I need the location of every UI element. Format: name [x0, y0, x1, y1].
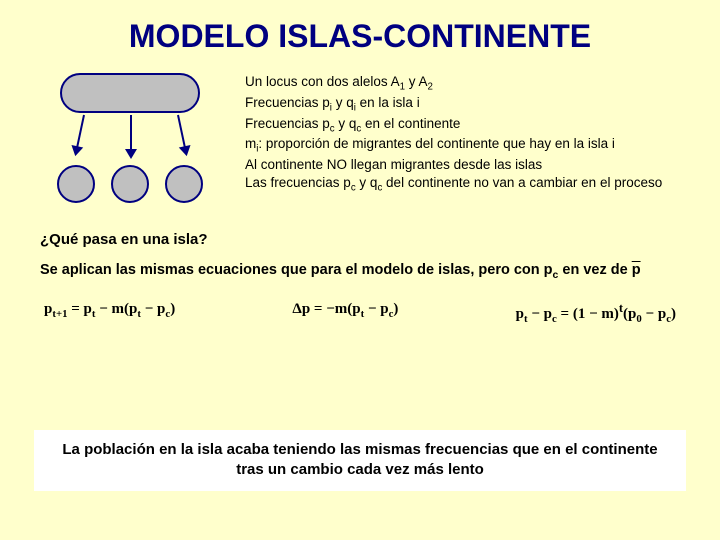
equations-intro: Se aplican las mismas ecuaciones que par… — [40, 262, 720, 281]
bullet-line: mi: proporción de migrantes del continen… — [245, 135, 680, 156]
equations-row: pt+1 = pt − m(pt − pc) Δp = −m(pt − pc) … — [44, 301, 676, 325]
arrow-icon — [130, 115, 132, 157]
arrow-icon — [75, 115, 85, 155]
content-row: Un locus con dos alelos A1 y A2 Frecuenc… — [0, 73, 720, 213]
bullet-line: Frecuencias pc y qc en el continente — [245, 115, 680, 136]
equation-1: pt+1 = pt − m(pt − pc) — [44, 301, 175, 325]
section-question: ¿Qué pasa en una isla? — [40, 231, 720, 248]
island-shape — [111, 165, 149, 203]
bullet-line: Las frecuencias pc y qc del continente n… — [245, 174, 680, 195]
island-shape — [165, 165, 203, 203]
island-continent-diagram — [55, 73, 225, 213]
description-list: Un locus con dos alelos A1 y A2 Frecuenc… — [225, 73, 680, 213]
continent-shape — [60, 73, 200, 113]
conclusion-box: La población en la isla acaba teniendo l… — [34, 430, 686, 491]
equation-3: pt − pc = (1 − m)t(p0 − pc) — [516, 301, 676, 325]
bullet-line: Al continente NO llegan migrantes desde … — [245, 156, 680, 174]
bullet-line: Un locus con dos alelos A1 y A2 — [245, 73, 680, 94]
bullet-line: Frecuencias pi y qi en la isla i — [245, 94, 680, 115]
island-shape — [57, 165, 95, 203]
arrow-icon — [177, 115, 187, 155]
equation-2: Δp = −m(pt − pc) — [292, 301, 398, 325]
page-title: MODELO ISLAS-CONTINENTE — [0, 0, 720, 55]
